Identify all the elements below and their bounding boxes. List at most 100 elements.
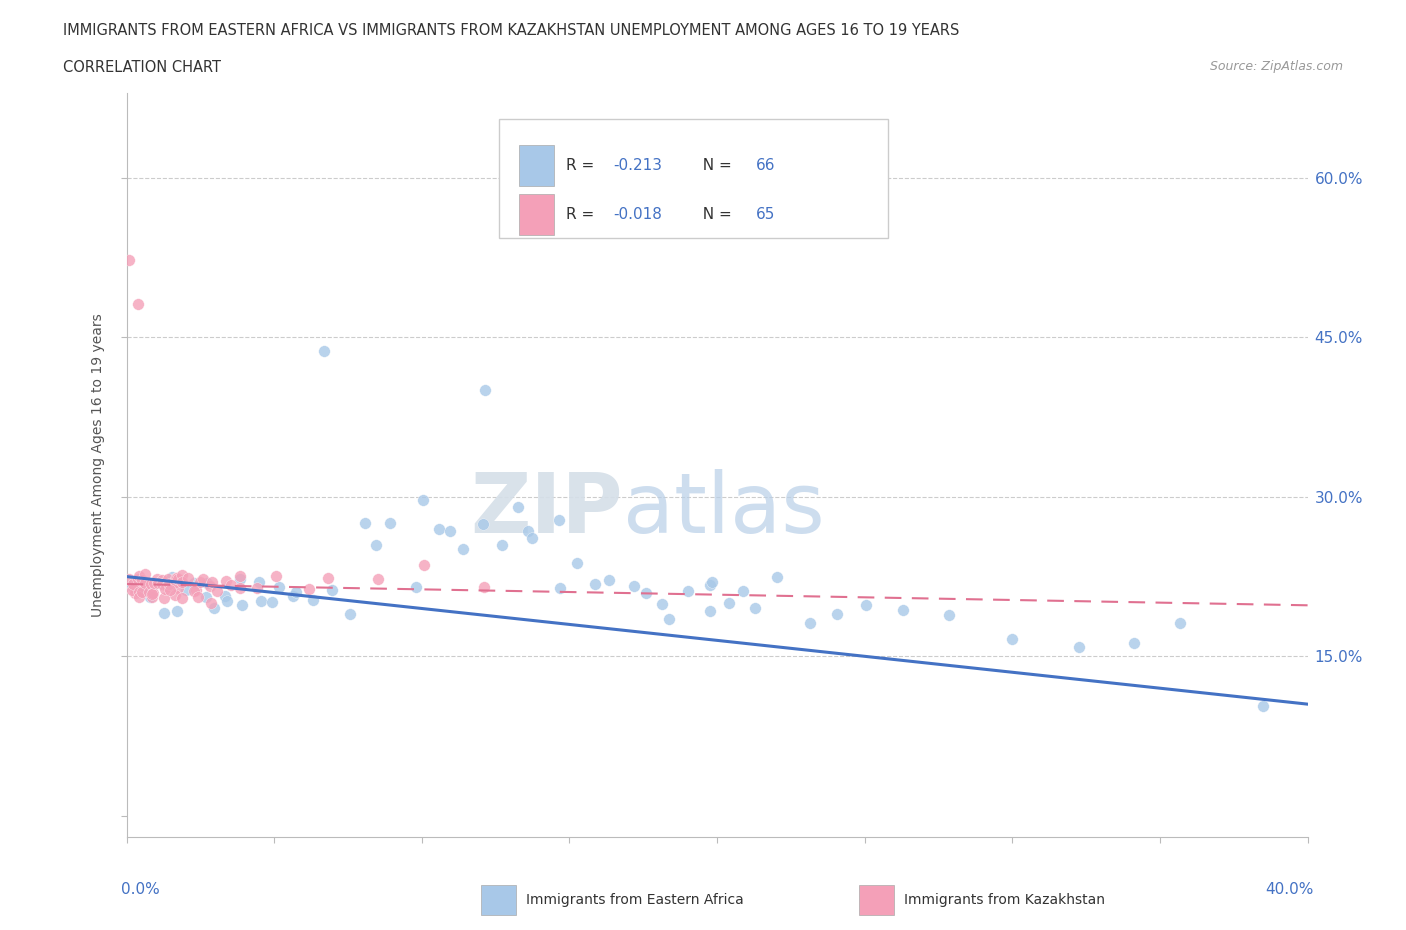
Point — [166, 570, 188, 585]
Point — [583, 577, 606, 591]
Point — [262, 594, 284, 609]
Point — [658, 611, 681, 626]
Bar — [519, 145, 554, 186]
Point — [314, 343, 336, 358]
Text: N =: N = — [693, 206, 737, 221]
Point — [506, 499, 529, 514]
Point — [121, 578, 143, 593]
Point — [124, 581, 146, 596]
Point — [150, 576, 173, 591]
Text: R =: R = — [565, 206, 599, 221]
Point — [893, 603, 915, 618]
Point — [167, 571, 190, 586]
Point — [142, 586, 165, 601]
Point — [132, 575, 155, 590]
Point — [166, 604, 188, 618]
Point — [938, 607, 960, 622]
Text: 40.0%: 40.0% — [1265, 882, 1313, 897]
Point — [170, 568, 193, 583]
Point — [1001, 631, 1024, 646]
Point — [139, 577, 162, 591]
Point — [124, 585, 146, 600]
Point — [177, 570, 200, 585]
Point — [142, 576, 165, 591]
Point — [825, 607, 848, 622]
Point — [250, 593, 273, 608]
Point — [229, 569, 252, 584]
Point — [1067, 639, 1090, 654]
Point — [678, 583, 700, 598]
Point — [131, 584, 153, 599]
Point — [159, 582, 181, 597]
Point — [152, 591, 174, 606]
Point — [162, 570, 184, 585]
Point — [339, 606, 361, 621]
Point — [247, 575, 270, 590]
Point — [474, 382, 496, 397]
Point — [162, 578, 184, 592]
Point — [219, 578, 242, 592]
Point — [215, 574, 238, 589]
Point — [567, 556, 589, 571]
Point — [298, 581, 321, 596]
Point — [301, 593, 323, 608]
Text: ZIP: ZIP — [470, 469, 623, 551]
Text: atlas: atlas — [623, 469, 824, 551]
Point — [427, 522, 450, 537]
Point — [166, 581, 188, 596]
Point — [127, 575, 149, 590]
Point — [157, 577, 180, 591]
Point — [128, 585, 150, 600]
Point — [118, 572, 141, 587]
Text: -0.018: -0.018 — [613, 206, 662, 221]
Point — [131, 573, 153, 588]
Text: 66: 66 — [756, 158, 776, 173]
Point — [699, 603, 721, 618]
Point — [141, 590, 163, 604]
Point — [170, 575, 193, 590]
Point — [188, 575, 211, 590]
Point — [214, 588, 236, 603]
Point — [157, 572, 180, 587]
Point — [138, 585, 160, 600]
Point — [1123, 636, 1146, 651]
Point — [491, 538, 513, 552]
Point — [366, 538, 388, 552]
Point — [316, 571, 339, 586]
Point — [127, 296, 149, 311]
Point — [134, 566, 156, 581]
Point — [121, 582, 143, 597]
Point — [799, 616, 821, 631]
Point — [156, 578, 179, 593]
Point — [520, 531, 543, 546]
Point — [228, 571, 250, 586]
Text: Immigrants from Eastern Africa: Immigrants from Eastern Africa — [526, 893, 744, 908]
Point — [150, 573, 173, 588]
Text: R =: R = — [565, 158, 599, 173]
Point — [215, 594, 238, 609]
Point — [148, 576, 170, 591]
Point — [138, 589, 160, 604]
Point — [412, 493, 434, 508]
Point — [195, 575, 218, 590]
Point — [766, 570, 789, 585]
Point — [118, 253, 141, 268]
Point — [321, 582, 343, 597]
Point — [378, 516, 401, 531]
Point — [200, 595, 222, 610]
Point — [165, 575, 187, 590]
Point — [733, 583, 755, 598]
Text: Immigrants from Kazakhstan: Immigrants from Kazakhstan — [904, 893, 1105, 908]
Point — [634, 585, 657, 600]
Point — [623, 578, 645, 593]
Point — [283, 589, 305, 604]
Bar — [519, 193, 554, 234]
Text: CORRELATION CHART: CORRELATION CHART — [63, 60, 221, 75]
Point — [353, 515, 375, 530]
Point — [152, 606, 174, 621]
Point — [134, 576, 156, 591]
Point — [269, 579, 291, 594]
Point — [472, 517, 495, 532]
Text: IMMIGRANTS FROM EASTERN AFRICA VS IMMIGRANTS FROM KAZAKHSTAN UNEMPLOYMENT AMONG : IMMIGRANTS FROM EASTERN AFRICA VS IMMIGR… — [63, 23, 960, 38]
Point — [855, 598, 877, 613]
